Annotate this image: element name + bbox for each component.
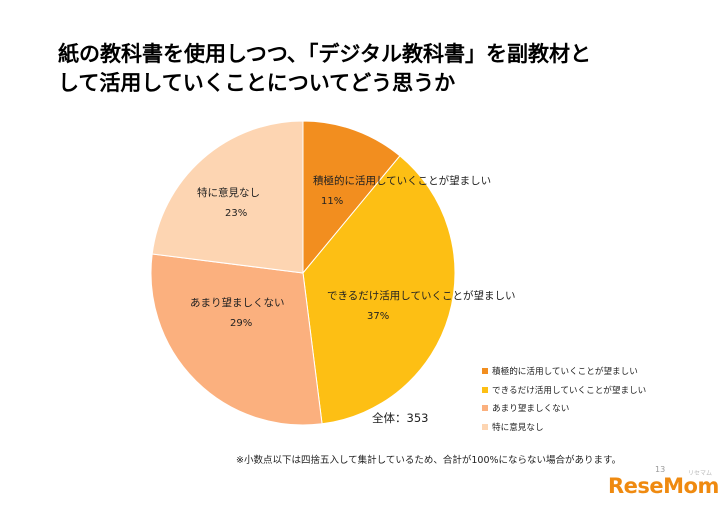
- pie-slice: [302, 155, 456, 425]
- resemom-logo-kana: リセマム: [688, 470, 713, 477]
- slice-value-label: 37%: [367, 311, 389, 322]
- title-line-2: して活用していくことについてどう思うか: [58, 71, 456, 95]
- pie-slice: [151, 120, 304, 274]
- footnote: ※小数点以下は四捨五入して集計しているため、合計が100%にならない場合がありま…: [236, 455, 622, 466]
- slice-value-label: 11%: [321, 196, 343, 207]
- total-count: 全体：353: [372, 411, 429, 425]
- chart-title: 紙の教科書を使用しつつ、「デジタル教科書」を副教材と して活用していくことについ…: [58, 40, 658, 98]
- slice-value-label: 23%: [225, 208, 247, 219]
- pie-slice: [150, 253, 323, 426]
- pie-slice: [302, 120, 401, 275]
- legend-item: できるだけ活用していくことが望ましい: [482, 381, 646, 400]
- legend-label: 積極的に活用していくことが望ましい: [492, 367, 638, 378]
- slice-label: 特に意見なし: [197, 186, 260, 199]
- legend-swatch: [482, 368, 488, 375]
- legend-label: あまり望ましくない: [492, 404, 570, 415]
- legend-label: できるだけ活用していくことが望ましい: [492, 385, 647, 396]
- legend-swatch: [482, 386, 488, 393]
- legend: 積極的に活用していくことが望ましい できるだけ活用していくことが望ましい あまり…: [482, 362, 646, 436]
- title-line-1: 紙の教科書を使用しつつ、「デジタル教科書」を副教材と: [58, 42, 591, 66]
- legend-item: 特に意見なし: [482, 418, 646, 437]
- slice-label: あまり望ましくない: [190, 296, 285, 309]
- slice-label: 積極的に活用していくことが望ましい: [313, 174, 491, 187]
- legend-swatch: [482, 405, 488, 412]
- legend-label: 特に意見なし: [492, 423, 544, 434]
- legend-swatch: [482, 424, 488, 431]
- legend-item: 積極的に活用していくことが望ましい: [482, 362, 646, 381]
- slice-value-label: 29%: [230, 318, 252, 329]
- slice-label: できるだけ活用していくことが望ましい: [327, 289, 515, 302]
- resemom-logo: ReseMom: [608, 474, 719, 498]
- legend-item: あまり望ましくない: [482, 399, 646, 418]
- page-number: 13: [655, 465, 666, 474]
